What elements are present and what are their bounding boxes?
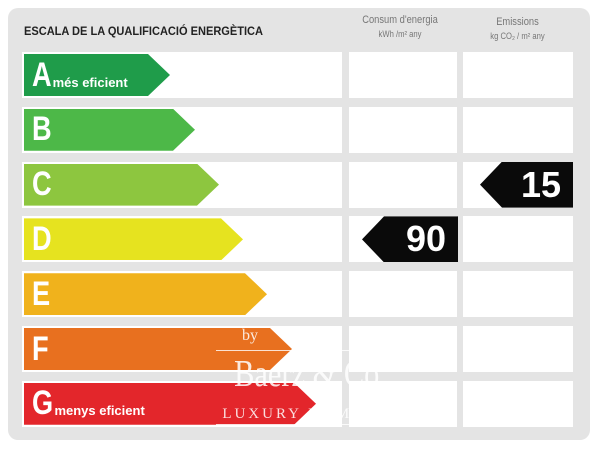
class-letter: E (32, 274, 51, 313)
emissions-cell (463, 326, 573, 372)
energy-cell (349, 52, 457, 98)
emissions-column-unit: kg CO₂ / m² any (490, 31, 545, 41)
emissions-column-label: Emissions (496, 16, 539, 28)
emissions-cell (463, 380, 573, 427)
class-letter: B (32, 110, 52, 149)
emissions-cell (463, 271, 573, 318)
emissions-column-header: Emissions kg CO₂ / m² any (469, 15, 567, 43)
energy-cell (349, 106, 457, 153)
energy-cell (349, 380, 457, 427)
class-arrow: A més eficient (24, 54, 170, 96)
class-arrow: G menys eficient (24, 383, 316, 425)
class-arrow: C (24, 164, 219, 206)
class-letter: D (32, 219, 52, 258)
class-arrow: B (24, 109, 195, 151)
emissions-cell (463, 216, 573, 263)
class-letter: A (32, 55, 52, 94)
energy-cell (349, 271, 457, 318)
watermark-brand: Baerz & Co (216, 350, 382, 397)
watermark-by: by (242, 327, 258, 344)
class-letter: C (32, 165, 52, 204)
class-arrow: E (24, 273, 267, 315)
energy-column-unit: kWh /m² any (378, 29, 422, 39)
watermark-tagline: LUXURY HOMES (216, 404, 382, 425)
watermark-brand-text: Baerz & Co (234, 353, 380, 395)
energy-column-label: Consum d'energia (362, 14, 438, 26)
label-title: ESCALA DE LA QUALIFICACIÓ ENERGÈTICA (24, 24, 263, 38)
energy-column-header: Consum d'energia kWh /m² any (353, 13, 447, 41)
emissions-cell (463, 52, 573, 98)
class-letter: G (32, 384, 54, 423)
class-arrow: D (24, 218, 243, 260)
class-description: menys eficient (54, 403, 145, 419)
class-description: més eficient (52, 74, 128, 90)
emissions-rating-badge: 15 (480, 161, 573, 208)
energy-cell (349, 326, 457, 372)
energy-cell (349, 161, 457, 208)
energy-rating-badge: 90 (362, 216, 458, 263)
class-arrow: F (24, 328, 292, 370)
class-letter: F (32, 329, 49, 368)
emissions-cell (463, 106, 573, 153)
